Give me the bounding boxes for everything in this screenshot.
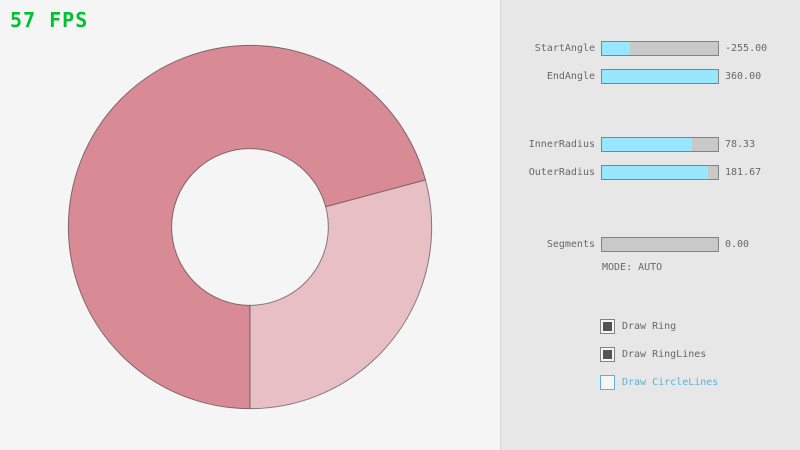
ring-canvas (67, 44, 433, 410)
innerradius-value: 78.33 (725, 139, 756, 150)
segments-slider[interactable] (601, 237, 719, 252)
slider-row-segments: Segments 0.00 (501, 237, 800, 252)
endangle-slider-fill (602, 70, 718, 83)
fps-counter: 57 FPS (10, 8, 89, 32)
slider-row-outerradius: OuterRadius 181.67 (501, 165, 800, 180)
outerradius-slider[interactable] (601, 165, 719, 180)
innerradius-slider[interactable] (601, 137, 719, 152)
draw-circlelines-checkbox[interactable] (600, 375, 615, 390)
slider-row-endangle: EndAngle 360.00 (501, 69, 800, 84)
outerradius-value: 181.67 (725, 167, 762, 178)
controls-panel: StartAngle -255.00 EndAngle 360.00 Inner… (500, 0, 800, 450)
segments-mode-label: MODE: AUTO (602, 262, 663, 273)
outerradius-label: OuterRadius (528, 167, 595, 178)
startangle-value: -255.00 (725, 43, 768, 54)
checkbox-check-mark (603, 350, 612, 359)
startangle-label: StartAngle (534, 43, 595, 54)
startangle-slider[interactable] (601, 41, 719, 56)
draw-ring-checkbox[interactable] (600, 319, 615, 334)
endangle-label: EndAngle (546, 71, 595, 82)
segments-label: Segments (546, 239, 595, 250)
innerradius-slider-fill (602, 138, 693, 151)
endangle-slider[interactable] (601, 69, 719, 84)
slider-row-innerradius: InnerRadius 78.33 (501, 137, 800, 152)
draw-circlelines-label: Draw CircleLines (622, 377, 719, 388)
draw-ring-label: Draw Ring (622, 321, 677, 332)
startangle-slider-fill (602, 42, 630, 55)
segments-value: 0.00 (725, 239, 750, 250)
draw-ringlines-label: Draw RingLines (622, 349, 707, 360)
endangle-value: 360.00 (725, 71, 762, 82)
innerradius-label: InnerRadius (528, 139, 595, 150)
draw-ringlines-checkbox[interactable] (600, 347, 615, 362)
outerradius-slider-fill (602, 166, 708, 179)
slider-row-startangle: StartAngle -255.00 (501, 41, 800, 56)
checkbox-check-mark (603, 322, 612, 331)
